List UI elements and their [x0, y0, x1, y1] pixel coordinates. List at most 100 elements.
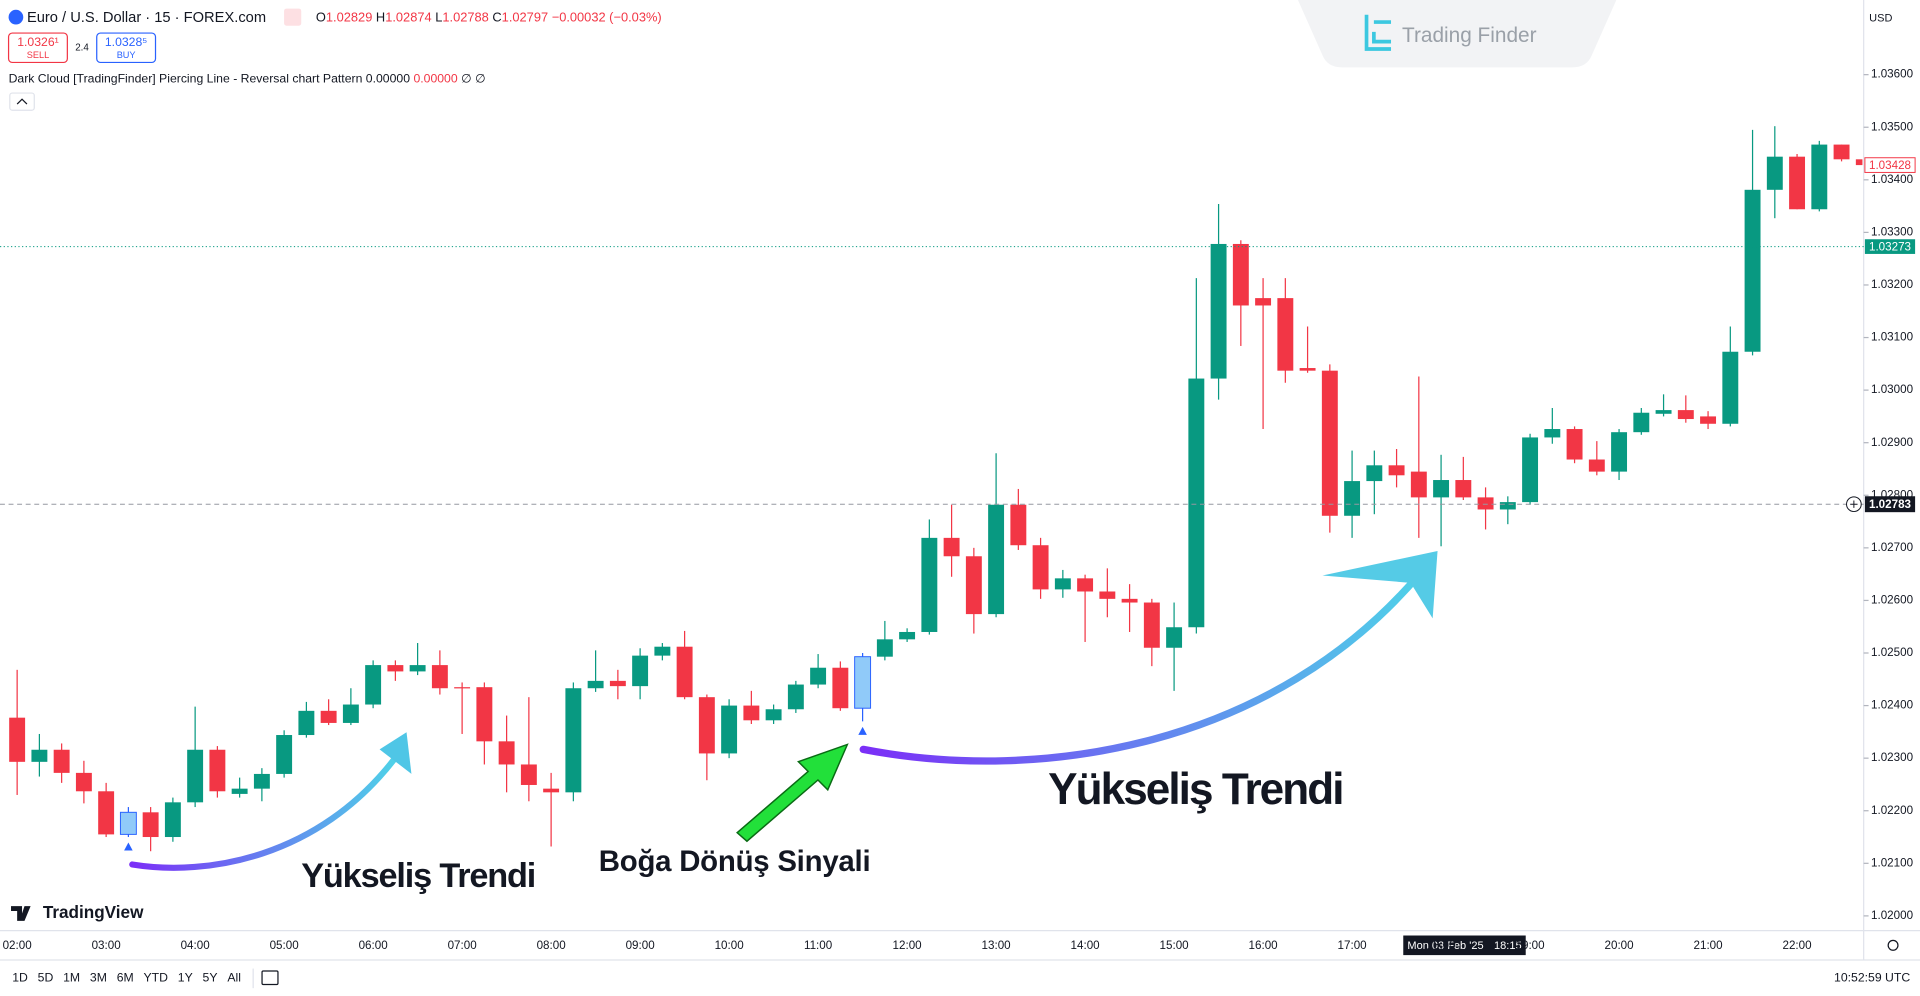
- y-tick-label: 1.02200: [1871, 804, 1914, 817]
- trend-arrow: [859, 569, 1425, 765]
- sell-price: 1.0326¹: [17, 35, 59, 49]
- collapse-button[interactable]: [9, 92, 35, 111]
- x-tick-label: 07:00: [448, 939, 478, 952]
- x-tick-label: 16:00: [1249, 939, 1279, 952]
- candle-body: [765, 709, 782, 721]
- candle-body: [832, 667, 849, 709]
- candle-body: [1722, 351, 1739, 424]
- candle-body: [454, 687, 471, 689]
- crosshair-price-bg: [1864, 496, 1916, 513]
- candle-body: [1032, 545, 1049, 590]
- x-tick-label: 19:00: [1516, 939, 1546, 952]
- y-tick-label: 1.03500: [1871, 120, 1914, 133]
- x-tick-label: 05:00: [270, 939, 300, 952]
- range-button[interactable]: 6M: [117, 971, 134, 985]
- candle-body: [498, 741, 515, 765]
- trend-arrowhead: [379, 732, 412, 774]
- candle-body: [1077, 578, 1094, 592]
- buy-price: 1.0328⁵: [105, 35, 148, 49]
- range-button[interactable]: 5D: [38, 971, 54, 985]
- ohlc-key: O: [316, 10, 326, 25]
- sell-button[interactable]: [7, 32, 68, 64]
- candle-body: [298, 710, 315, 736]
- ohlc-value: 1.02788: [442, 10, 488, 25]
- ohlc-value: 1.02829: [326, 10, 372, 25]
- market-status[interactable]: [284, 8, 302, 26]
- candle-body: [253, 773, 270, 789]
- prev-close-bg: [1864, 239, 1916, 254]
- candle-body: [543, 788, 560, 793]
- y-tick-label: 1.02000: [1871, 909, 1914, 922]
- candle-body: [142, 812, 159, 838]
- date-range-icon[interactable]: [261, 970, 279, 986]
- candle-body: [632, 655, 649, 687]
- clock: 10:52:59 UTC: [1834, 971, 1910, 985]
- candle-body: [698, 697, 715, 754]
- x-tick-label: 04:00: [181, 939, 211, 952]
- range-button[interactable]: 5Y: [203, 971, 218, 985]
- candle-body: [1299, 368, 1316, 371]
- candle-body: [1677, 410, 1694, 420]
- candle-body: [587, 680, 604, 689]
- candle-body: [721, 705, 738, 754]
- ohlc-key: C: [492, 10, 501, 25]
- range-button[interactable]: 1M: [63, 971, 80, 985]
- candle-body: [654, 646, 671, 656]
- x-tick-label: 03:00: [92, 939, 122, 952]
- candle-body: [1121, 598, 1138, 603]
- candle-body: [1522, 437, 1539, 503]
- plot: [9, 126, 1863, 852]
- candle-body: [1700, 416, 1717, 424]
- ohlc-key: H: [376, 10, 385, 25]
- signal-arrow: [736, 743, 849, 843]
- ohlc-key: L: [435, 10, 442, 25]
- buy-button[interactable]: [96, 32, 157, 64]
- candle-body: [1566, 429, 1583, 460]
- y-tick-label: 1.02100: [1871, 856, 1914, 869]
- range-button[interactable]: 3M: [90, 971, 107, 985]
- symbol: Euro / U.S. Dollar · 15 · FOREX.com: [27, 10, 266, 26]
- candle-body: [676, 646, 693, 698]
- x-tick-label: 10:00: [715, 939, 745, 952]
- candle-body: [1855, 159, 1863, 166]
- change: −0.00032 (−0.03%): [552, 10, 662, 25]
- spread: 2.4: [75, 42, 89, 53]
- range-button[interactable]: 1Y: [178, 971, 193, 985]
- symbol-icon: [8, 9, 24, 25]
- candle-body: [854, 656, 872, 709]
- indicator-name: Dark Cloud [TradingFinder] Piercing Line…: [9, 72, 363, 86]
- trend-arrowhead: [1322, 551, 1438, 619]
- candle-body: [1633, 412, 1650, 433]
- range-button[interactable]: YTD: [144, 971, 169, 985]
- ohlc-value: 1.02797: [502, 10, 548, 25]
- candle-body: [876, 639, 893, 657]
- currency: USD: [1869, 12, 1892, 24]
- candle-body: [1010, 504, 1027, 546]
- y-tick-label: 1.03100: [1871, 331, 1914, 344]
- x-tick-label: 09:00: [626, 939, 656, 952]
- crosshair-time-bg: [1403, 935, 1526, 956]
- range-button[interactable]: 1D: [12, 971, 28, 985]
- candle-body: [787, 684, 804, 710]
- y-tick-label: 1.03000: [1871, 383, 1914, 396]
- candle-body: [31, 749, 48, 762]
- watermark: Trading Finder: [1402, 24, 1537, 47]
- annotation: Boğa Dönüş Sinyali: [599, 845, 871, 878]
- candle-body: [164, 802, 181, 838]
- candle-body: [1054, 578, 1071, 590]
- candle-body: [1166, 627, 1183, 648]
- x-tick-label: 11:00: [804, 939, 833, 952]
- candle-body: [1099, 591, 1116, 599]
- candle-body: [899, 631, 916, 640]
- indicator-value: ∅: [461, 72, 472, 86]
- prev-close-label: 1.03273: [1869, 240, 1911, 253]
- indicator: Dark Cloud [TradingFinder] Piercing Line…: [9, 72, 486, 86]
- candle-body: [1388, 465, 1405, 476]
- settings-icon[interactable]: [1887, 939, 1899, 951]
- range-button[interactable]: All: [227, 971, 241, 985]
- x-tick-label: 13:00: [982, 939, 1012, 952]
- candle-body: [387, 665, 404, 672]
- signal-marker: [858, 726, 867, 735]
